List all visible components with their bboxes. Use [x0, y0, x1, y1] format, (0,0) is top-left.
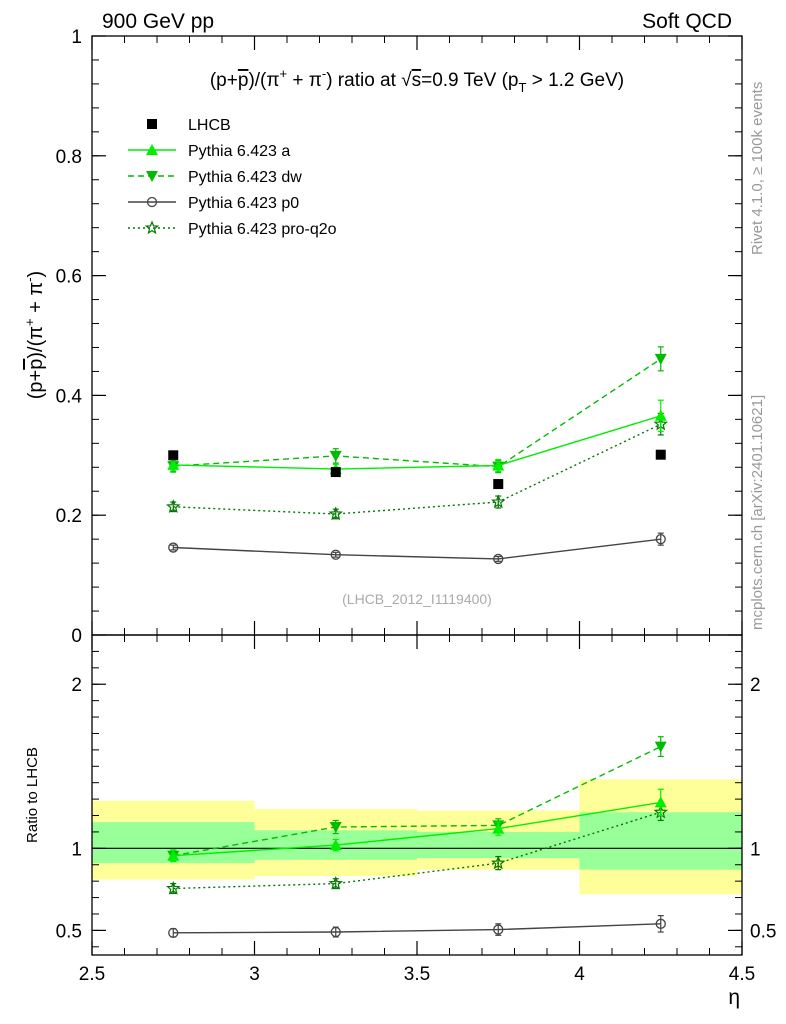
- main-y-tick-label: 1: [71, 27, 82, 48]
- x-tick-label: 2.5: [79, 964, 105, 985]
- ratio-y-tick-label-left: 1: [71, 839, 82, 860]
- ratio-point-p0: [168, 927, 179, 938]
- ratio-series-a: [167, 788, 667, 863]
- ratio-point-p0: [330, 926, 341, 938]
- ratio-band-green: [417, 831, 580, 859]
- main-line-dw: [173, 358, 662, 468]
- header-right-label: Soft QCD: [642, 10, 732, 33]
- legend-label-a: Pythia 6.423 a: [188, 143, 290, 160]
- legend-item-pro: Pythia 6.423 pro-q2o: [128, 220, 337, 238]
- x-tick-label: 3.5: [404, 964, 430, 985]
- ratio-point-pro: [328, 875, 344, 890]
- x-tick-label: 3: [249, 964, 260, 985]
- ratio-point-dw: [329, 822, 342, 833]
- legend-marker-pro: [144, 220, 160, 235]
- ratio-point-a: [329, 839, 342, 851]
- main-point-data: [330, 467, 341, 478]
- ratio-plot: [165, 736, 669, 938]
- main-y-tick-label: 0.4: [56, 386, 83, 407]
- main-y-tick-label: 0.2: [56, 506, 82, 527]
- legend-item-p0: Pythia 6.423 p0: [128, 195, 299, 212]
- main-y-axis-title: (p+p)/(π+ + π-): [22, 271, 47, 399]
- ratio-line-dw: [173, 745, 662, 857]
- ratio-point-p0: [493, 924, 504, 935]
- ratio-point-pro: [165, 880, 181, 895]
- main-point-a: [492, 459, 505, 471]
- ratio-y-axis-title: Ratio to LHCB: [24, 747, 41, 843]
- main-point-p0: [330, 549, 341, 560]
- axes: 0 0.2 0.4 0.6 0.8 1 2.5 3 3.5 4 4.5 0.5 0.5 1 1 2 2: [56, 27, 777, 985]
- analysis-id: (LHCB_2012_I1119400): [342, 591, 492, 607]
- ratio-point-a: [492, 822, 505, 834]
- x-axis-title: η: [728, 986, 740, 1009]
- ratio-point-pro: [490, 855, 506, 870]
- ratio-point-a: [654, 796, 667, 808]
- ratio-y-tick-label-right: 1: [750, 839, 761, 860]
- main-line-a: [173, 415, 662, 470]
- ratio-line-a: [173, 801, 661, 857]
- legend-label-data: LHCB: [188, 117, 231, 134]
- main-point-pro: [165, 499, 181, 514]
- main-point-a: [654, 409, 667, 421]
- main-plot: [165, 346, 669, 565]
- main-point-dw: [654, 353, 667, 365]
- main-y-tick-label: 0.8: [56, 147, 82, 168]
- main-series-a: [167, 399, 667, 475]
- main-point-data: [493, 479, 504, 490]
- ratio-y-tick-label-left: 2: [71, 675, 82, 696]
- x-tick-label: 4: [574, 964, 585, 985]
- legend-item-data: LHCB: [147, 117, 231, 134]
- legend-item-a: Pythia 6.423 a: [128, 143, 290, 160]
- legend-marker-dw: [146, 171, 158, 182]
- main-series-data: [168, 449, 666, 490]
- main-point-pro: [490, 494, 506, 509]
- legend-item-dw: Pythia 6.423 dw: [128, 169, 302, 186]
- main-line-pro: [173, 423, 662, 515]
- main-point-data: [168, 450, 179, 461]
- main-line-p0: [173, 538, 661, 560]
- main-title: (p+p)/(π+ + π-) ratio at √s=0.9 TeV (pT …: [210, 66, 624, 95]
- ratio-y-tick-label-right: 2: [750, 675, 761, 696]
- legend-label-p0: Pythia 6.423 p0: [188, 195, 299, 212]
- main-point-pro: [328, 506, 344, 521]
- x-tick-label: 4.5: [729, 964, 755, 985]
- ratio-point-dw: [654, 741, 667, 753]
- main-point-p0: [168, 542, 179, 553]
- ratio-y-tick-label-right: 0.5: [750, 921, 776, 942]
- ratio-series-pro: [165, 803, 669, 895]
- legend-marker-p0: [146, 196, 158, 208]
- legend-label-dw: Pythia 6.423 dw: [188, 169, 302, 186]
- rivet-label: Rivet 4.1.0, ≥ 100k events: [749, 82, 766, 255]
- ratio-y-tick-label-left: 0.5: [56, 921, 82, 942]
- main-point-dw: [329, 450, 342, 462]
- ratio-line-pro: [173, 811, 662, 890]
- main-point-p0: [493, 553, 504, 565]
- legend-label-pro: Pythia 6.423 pro-q2o: [188, 221, 337, 238]
- ratio-series-p0: [168, 915, 666, 938]
- ratio-band-green: [579, 812, 742, 870]
- main-series-dw: [167, 346, 667, 474]
- ratio-point-p0: [655, 918, 666, 929]
- main-series-p0: [168, 532, 666, 565]
- main-y-tick-label: 0.6: [56, 267, 82, 288]
- main-point-data: [655, 449, 666, 460]
- legend-marker-data: [147, 119, 157, 129]
- mcplots-label: mcplots.cern.ch [arXiv:2401.10621]: [749, 395, 766, 630]
- legend-marker-a: [146, 144, 158, 155]
- ratio-point-a: [167, 849, 180, 861]
- main-point-a: [167, 458, 180, 470]
- legend: LHCB Pythia 6.423 a Pythia 6.423 dw Pythia …: [128, 117, 337, 238]
- ratio-line-p0: [173, 923, 661, 934]
- header-left-label: 900 GeV pp: [102, 10, 214, 33]
- main-y-tick-label: 0: [71, 626, 82, 647]
- main-point-p0: [655, 534, 666, 545]
